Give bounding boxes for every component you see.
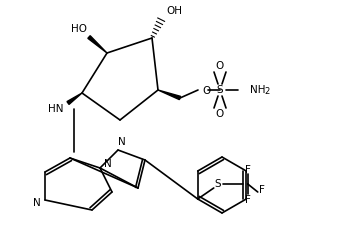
Text: F: F bbox=[245, 195, 251, 205]
Text: N: N bbox=[118, 137, 126, 147]
Text: F: F bbox=[245, 165, 251, 175]
Text: NH: NH bbox=[250, 85, 265, 95]
Text: F: F bbox=[259, 185, 265, 195]
Text: N: N bbox=[104, 159, 112, 169]
Text: HN: HN bbox=[48, 104, 64, 114]
Polygon shape bbox=[67, 93, 82, 105]
Text: O: O bbox=[216, 109, 224, 119]
Text: O: O bbox=[202, 86, 210, 96]
Polygon shape bbox=[88, 36, 107, 53]
Text: OH: OH bbox=[166, 6, 182, 16]
Text: S: S bbox=[214, 179, 221, 189]
Polygon shape bbox=[158, 90, 181, 100]
Text: HO: HO bbox=[71, 24, 87, 34]
Text: O: O bbox=[216, 61, 224, 71]
Text: S: S bbox=[217, 85, 223, 95]
Text: 2: 2 bbox=[264, 88, 269, 97]
Text: N: N bbox=[33, 198, 41, 208]
